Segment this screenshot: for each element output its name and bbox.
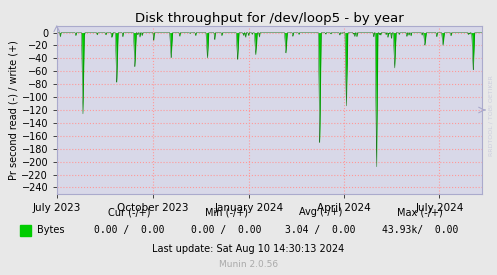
Text: Bytes: Bytes — [37, 226, 65, 235]
Text: Min (-/+): Min (-/+) — [205, 207, 248, 217]
Text: Last update: Sat Aug 10 14:30:13 2024: Last update: Sat Aug 10 14:30:13 2024 — [153, 244, 344, 254]
Text: 3.04 /  0.00: 3.04 / 0.00 — [285, 226, 356, 235]
Text: 0.00 /  0.00: 0.00 / 0.00 — [191, 226, 261, 235]
Text: Max (-/+): Max (-/+) — [397, 207, 443, 217]
Text: Munin 2.0.56: Munin 2.0.56 — [219, 260, 278, 269]
Text: 43.93k/  0.00: 43.93k/ 0.00 — [382, 226, 458, 235]
Text: RRDTOOL / TOBI OETIKER: RRDTOOL / TOBI OETIKER — [489, 75, 494, 156]
Y-axis label: Pr second read (-) / write (+): Pr second read (-) / write (+) — [8, 40, 18, 180]
Text: Avg (-/+): Avg (-/+) — [299, 207, 342, 217]
Text: Cur (-/+): Cur (-/+) — [108, 207, 151, 217]
Text: 0.00 /  0.00: 0.00 / 0.00 — [94, 226, 165, 235]
Title: Disk throughput for /dev/loop5 - by year: Disk throughput for /dev/loop5 - by year — [135, 12, 404, 25]
